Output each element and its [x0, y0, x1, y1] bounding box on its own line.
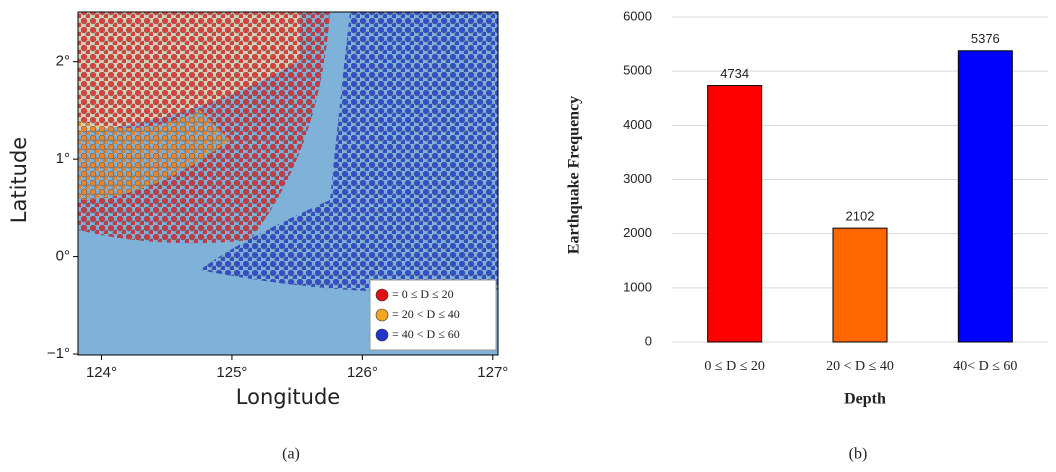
y-tick-label: 0 [645, 333, 652, 348]
caption: (b) [849, 446, 868, 463]
y-tick-label: 5000 [623, 63, 652, 78]
value-label: 4734 [720, 66, 749, 81]
y-tick-label: −1° [47, 345, 70, 362]
legend-swatch [376, 329, 388, 341]
bar [708, 86, 762, 342]
y-tick-label: 2° [56, 53, 70, 70]
y-tick-label: 1000 [623, 279, 652, 294]
x-axis-label: Depth [844, 391, 886, 408]
caption: (a) [282, 446, 300, 463]
x-tick-label: 127° [477, 364, 508, 381]
x-tick-label: 126° [347, 364, 378, 381]
bar [833, 228, 887, 342]
y-tick-label: 6000 [623, 8, 652, 23]
x-axis-label: Longitude [236, 385, 340, 409]
y-tick-label: 1° [56, 150, 70, 167]
legend-swatch [376, 289, 388, 301]
x-tick-label: 0 ≤ D ≤ 20 [704, 359, 764, 374]
y-tick-label: 4000 [623, 117, 652, 132]
y-tick-label: 0° [56, 248, 70, 265]
legend-label: = 20 < D ≤ 40 [392, 307, 460, 321]
y-axis-label: Latitude [7, 137, 31, 223]
y-axis-label: Earthquake Frequency [566, 96, 583, 254]
legend-label: = 0 ≤ D ≤ 20 [392, 287, 454, 301]
value-label: 2102 [846, 209, 875, 224]
y-tick-label: 2000 [623, 225, 652, 240]
value-label: 5376 [971, 31, 1000, 46]
bar [958, 51, 1012, 342]
x-tick-label: 124° [86, 364, 117, 381]
x-tick-label: 125° [216, 364, 247, 381]
y-tick-label: 3000 [623, 171, 652, 186]
legend-label: = 40 < D ≤ 60 [392, 327, 460, 341]
legend-swatch [376, 309, 388, 321]
x-tick-label: 40< D ≤ 60 [953, 359, 1017, 374]
x-tick-label: 20 < D ≤ 40 [826, 359, 894, 374]
figure: 124° 125° 126° 127° −1° 0° 1° 2° Longitude Latitu… [0, 0, 1056, 472]
